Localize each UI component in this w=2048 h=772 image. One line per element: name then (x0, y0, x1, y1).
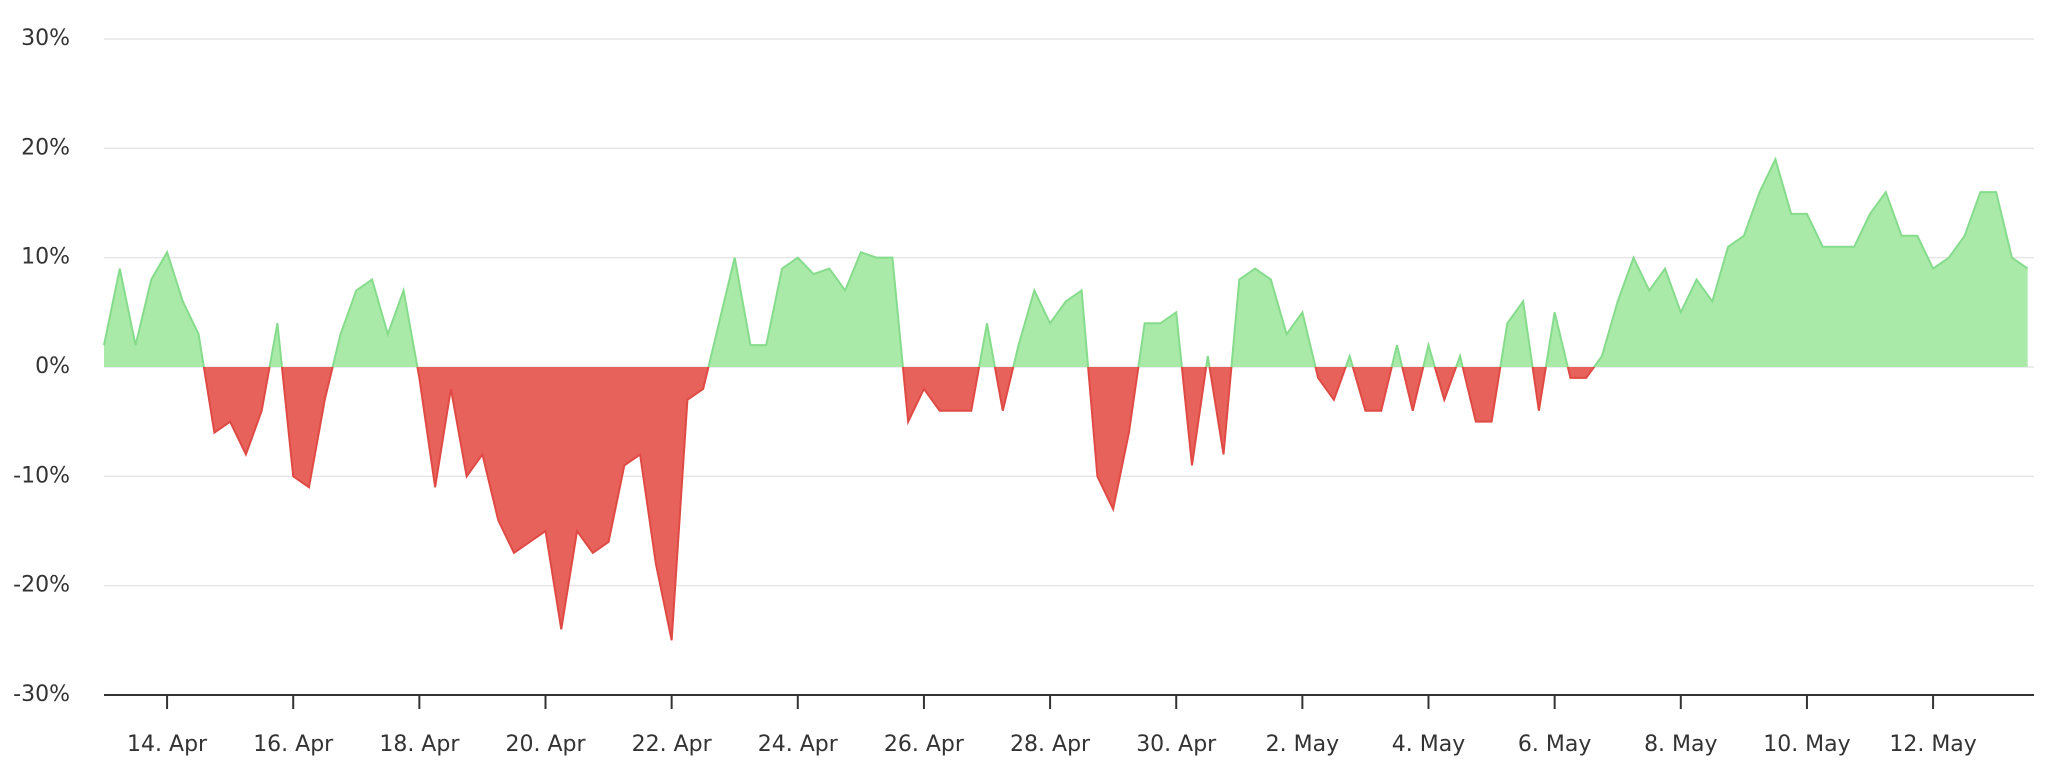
y-tick-label: 30% (21, 26, 70, 51)
x-tick-label: 16. Apr (253, 732, 334, 757)
positive-area (104, 159, 2028, 367)
negative-line (202, 367, 1596, 641)
x-tick-label: 26. Apr (884, 732, 965, 757)
y-tick-label: -20% (13, 573, 70, 598)
x-tick-label: 12. May (1889, 732, 1976, 757)
x-tick-label: 18. Apr (379, 732, 460, 757)
x-tick-label: 20. Apr (505, 732, 586, 757)
x-tick-label: 2. May (1266, 732, 1339, 757)
x-tick-label: 14. Apr (127, 732, 208, 757)
x-tick-label: 30. Apr (1136, 732, 1217, 757)
x-tick-label: 4. May (1392, 732, 1465, 757)
y-tick-label: 10% (21, 245, 70, 270)
x-tick-label: 28. Apr (1010, 732, 1091, 757)
negative-area (104, 367, 2028, 641)
y-tick-label: 0% (35, 354, 70, 379)
x-tick-label: 10. May (1763, 732, 1850, 757)
y-tick-label: 20% (21, 135, 70, 160)
x-tick-label: 24. Apr (758, 732, 839, 757)
x-tick-label: 22. Apr (632, 732, 713, 757)
x-tick-label: 8. May (1644, 732, 1717, 757)
positive-line (103, 156, 2029, 367)
x-tick-label: 6. May (1518, 732, 1591, 757)
y-tick-label: -10% (13, 463, 70, 488)
y-tick-label: -30% (13, 682, 70, 707)
